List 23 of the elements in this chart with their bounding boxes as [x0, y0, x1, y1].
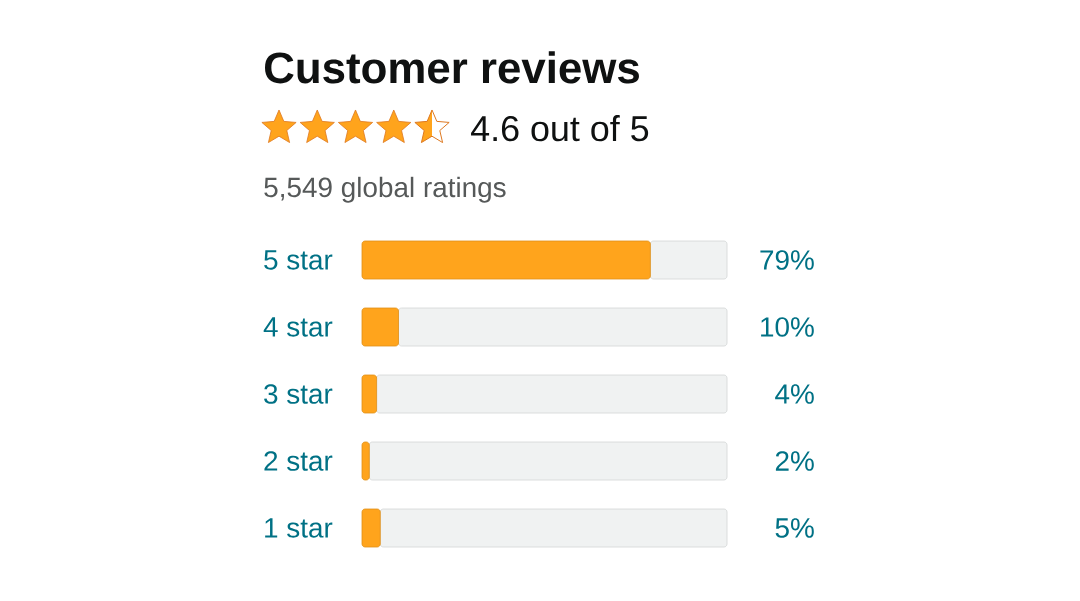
- bar: [361, 374, 377, 414]
- bar: [376, 374, 728, 414]
- y-tick-label: 4 star: [263, 317, 333, 337]
- data-label: 2%: [775, 451, 814, 471]
- y-tick-label: 1 star: [265, 518, 333, 538]
- bar: [368, 441, 728, 481]
- chart-subtitle: 4.6 out of 5: [471, 115, 649, 142]
- y-tick-label: 2 star: [264, 451, 333, 471]
- bar: [361, 441, 370, 481]
- y-tick-label: 3 star: [264, 384, 333, 404]
- y-tick-label: 5 star: [264, 250, 333, 270]
- data-label: 10%: [761, 317, 814, 337]
- chart-title: Customer reviews: [265, 51, 639, 84]
- bar: [379, 508, 728, 548]
- bar: [361, 307, 399, 347]
- data-label: 79%: [760, 250, 814, 270]
- bar: [398, 307, 728, 347]
- data-label: 4%: [775, 384, 814, 404]
- bar: [361, 240, 651, 280]
- bar: [361, 508, 381, 548]
- bar: [649, 240, 728, 280]
- data-label: 5%: [775, 518, 814, 538]
- text: 5,549 global ratings: [264, 176, 506, 203]
